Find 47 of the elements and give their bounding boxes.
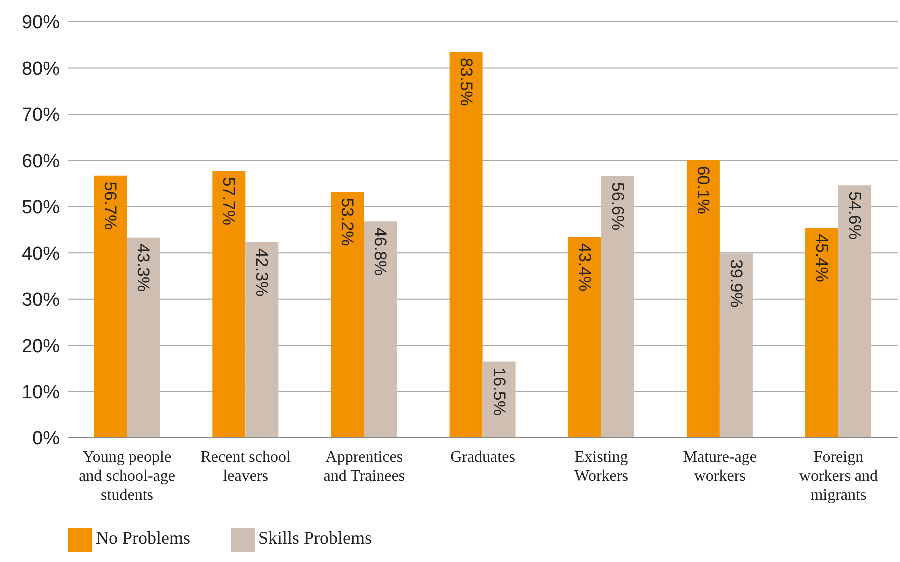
bar bbox=[364, 222, 398, 438]
bar bbox=[720, 254, 753, 438]
bar bbox=[212, 171, 246, 438]
data-label: 42.3% bbox=[252, 248, 272, 297]
data-label: 56.6% bbox=[608, 182, 628, 231]
data-label: 57.7% bbox=[220, 177, 239, 226]
y-tick-label: 0% bbox=[32, 428, 60, 450]
bar bbox=[686, 160, 720, 438]
y-tick-label: 10% bbox=[22, 382, 60, 404]
bar bbox=[601, 176, 634, 438]
data-label: 83.5% bbox=[456, 58, 476, 106]
x-tick-label: Apprentices and Trainees bbox=[324, 449, 406, 485]
bar bbox=[246, 242, 279, 438]
y-tick-label: 50% bbox=[22, 198, 60, 219]
legend-label: No Problems bbox=[96, 528, 190, 548]
bar bbox=[482, 362, 516, 438]
bar bbox=[838, 186, 872, 438]
data-label: 43.3% bbox=[134, 244, 154, 292]
data-label: 53.2% bbox=[338, 198, 358, 246]
bar bbox=[331, 192, 364, 438]
y-tick-label: 60% bbox=[22, 151, 60, 172]
bar bbox=[568, 237, 602, 438]
data-label: 16.5% bbox=[490, 368, 509, 416]
bar bbox=[94, 176, 128, 438]
y-tick-label: 70% bbox=[22, 105, 60, 126]
y-tick-label: 90% bbox=[22, 12, 60, 34]
y-tick-label: 30% bbox=[22, 290, 60, 312]
data-label: 54.6% bbox=[846, 192, 865, 240]
x-tick-label: Young people and school-age students bbox=[79, 449, 176, 504]
x-tick-label: Mature-age workers bbox=[683, 449, 758, 485]
bar bbox=[127, 238, 160, 438]
data-label: 45.4% bbox=[812, 234, 832, 282]
bar bbox=[450, 52, 483, 438]
bar bbox=[806, 228, 839, 438]
x-tick-label: Foreign workers and migrants bbox=[799, 449, 878, 504]
data-label: 43.4% bbox=[575, 243, 594, 292]
x-tick-label: Graduates bbox=[450, 449, 516, 466]
y-tick-label: 40% bbox=[22, 244, 60, 265]
data-label: 56.7% bbox=[101, 182, 120, 230]
data-label: 60.1% bbox=[694, 166, 713, 214]
y-tick-label: 80% bbox=[22, 58, 60, 80]
data-label: 39.9% bbox=[726, 260, 746, 308]
x-tick-label: Recent school leavers bbox=[200, 449, 292, 485]
y-tick-label: 20% bbox=[22, 336, 60, 358]
data-label: 46.8% bbox=[371, 228, 390, 276]
x-tick-label: Existing Workers bbox=[574, 449, 628, 485]
legend-label: Skills Problems bbox=[258, 528, 372, 548]
